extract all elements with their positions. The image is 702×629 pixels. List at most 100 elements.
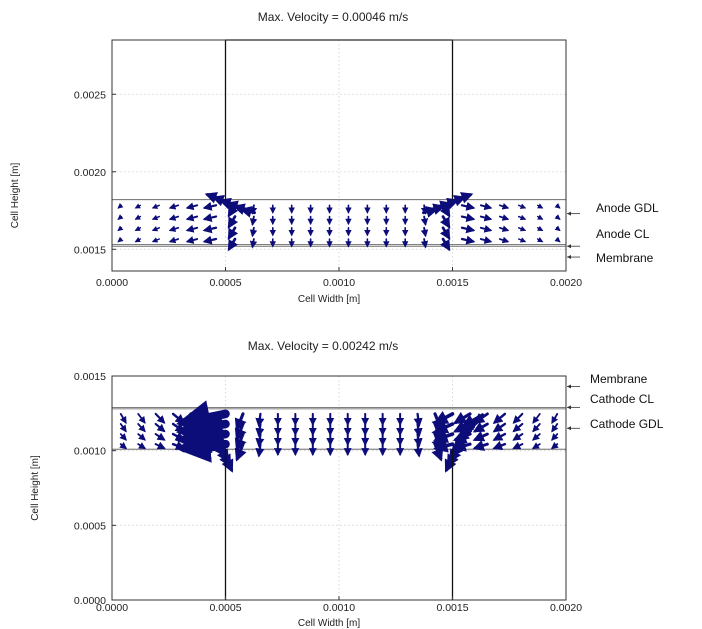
annotation-label: Anode GDL <box>596 201 659 215</box>
velocity-arrow <box>185 236 199 244</box>
velocity-arrows <box>119 400 559 473</box>
velocity-arrow <box>154 412 166 424</box>
velocity-arrow <box>117 214 124 220</box>
gas-channel-outline <box>224 39 454 200</box>
velocity-arrow <box>439 226 451 241</box>
x-tick-label: 0.0000 <box>96 277 128 289</box>
velocity-arrow <box>119 423 127 433</box>
velocity-arrow <box>460 213 476 222</box>
velocity-arrow <box>137 442 147 450</box>
y-tick-label: 0.0025 <box>74 89 106 101</box>
x-tick-label: 0.0015 <box>436 277 468 289</box>
velocity-arrow <box>551 433 559 441</box>
velocity-arrow <box>439 215 451 229</box>
velocity-arrow <box>551 412 559 424</box>
velocity-arrow <box>413 412 423 428</box>
annotation-pointer-head <box>567 405 571 410</box>
y-tick-label: 0.0000 <box>74 595 106 607</box>
y-axis-ticks: 0.0015 0.0020 0.0025 <box>74 89 116 256</box>
annotation-pointer-head <box>567 244 571 249</box>
velocity-arrow <box>239 206 256 218</box>
y-tick-label: 0.0015 <box>74 244 106 256</box>
velocity-arrow <box>137 433 146 441</box>
velocity-arrow <box>117 225 124 232</box>
annotation-label: Anode CL <box>596 227 650 241</box>
velocity-arrow <box>554 236 561 243</box>
x-tick-label: 0.0000 <box>96 602 128 614</box>
annotation-pointer-head <box>567 211 571 216</box>
velocity-arrow <box>439 237 451 252</box>
y-tick-label: 0.0020 <box>74 167 106 179</box>
velocity-arrow <box>134 225 142 231</box>
velocity-arrow <box>202 201 218 211</box>
cathode-velocity-plot: Max. Velocity = 0.00242 m/s 0.0000 0.0005… <box>30 339 664 629</box>
velocity-arrow <box>420 226 429 238</box>
velocity-arrow <box>137 423 146 433</box>
velocity-arrow <box>512 432 524 441</box>
velocity-arrow <box>420 238 429 249</box>
anode-velocity-plot: Max. Velocity = 0.00046 m/s 0.0000 0.0005… <box>10 10 659 305</box>
layer-annotations: Anode GDL Anode CL Membrane <box>567 201 659 265</box>
velocity-arrow <box>472 430 489 442</box>
velocity-arrow <box>249 238 258 249</box>
velocity-arrow <box>512 441 524 450</box>
velocity-arrow <box>472 440 489 451</box>
velocity-arrow <box>460 224 476 234</box>
x-tick-label: 0.0020 <box>550 277 582 289</box>
annotation-pointer-head <box>567 384 571 389</box>
velocity-arrow <box>433 410 455 425</box>
velocity-arrow <box>531 442 541 450</box>
velocity-arrow <box>536 237 544 243</box>
grid <box>111 375 567 601</box>
velocity-arrow <box>119 433 127 441</box>
velocity-arrow <box>492 412 507 424</box>
velocity-arrow <box>536 214 544 220</box>
velocity-arrow <box>255 412 265 428</box>
velocity-arrow <box>532 423 541 433</box>
y-axis-label: Cell Height [m] <box>30 455 41 521</box>
plot-title: Max. Velocity = 0.00242 m/s <box>248 339 398 353</box>
velocity-arrow <box>117 236 124 243</box>
velocity-arrow <box>532 433 541 441</box>
velocity-arrow <box>536 203 544 209</box>
velocity-arrow <box>202 235 218 245</box>
velocity-arrow <box>420 215 429 227</box>
velocity-arrow <box>479 236 493 244</box>
velocity-arrow <box>536 225 544 231</box>
x-axis-label: Cell Width [m] <box>298 294 360 305</box>
velocity-arrow <box>492 440 507 451</box>
velocity-arrow <box>117 202 124 209</box>
velocity-arrow <box>512 412 524 424</box>
x-axis-label: Cell Width [m] <box>298 618 360 629</box>
y-tick-label: 0.0005 <box>74 520 106 532</box>
y-axis-label: Cell Height [m] <box>10 162 21 228</box>
velocity-arrow <box>460 235 476 245</box>
velocity-arrow <box>551 423 559 433</box>
x-tick-label: 0.0005 <box>209 277 241 289</box>
velocity-arrow <box>472 421 489 433</box>
y-tick-label: 0.0010 <box>74 446 106 458</box>
layer-boundaries <box>112 199 566 247</box>
x-tick-label: 0.0015 <box>436 602 468 614</box>
velocity-arrows <box>117 192 561 252</box>
velocity-arrow <box>532 412 541 424</box>
velocity-arrow <box>154 422 166 433</box>
layer-annotations: Membrane Cathode CL Cathode GDL <box>567 372 664 431</box>
velocity-arrow <box>422 206 439 218</box>
annotation-pointer-head <box>567 426 571 431</box>
velocity-arrow <box>479 224 493 233</box>
velocity-arrow <box>554 214 561 220</box>
velocity-arrow <box>492 431 507 441</box>
velocity-arrow <box>185 202 199 211</box>
velocity-arrow <box>151 237 161 243</box>
grid <box>111 40 567 271</box>
velocity-arrow <box>227 237 239 252</box>
velocity-arrow <box>517 214 527 221</box>
x-tick-label: 0.0020 <box>550 602 582 614</box>
x-tick-label: 0.0010 <box>323 602 355 614</box>
velocity-arrow <box>168 202 180 210</box>
velocity-arrow <box>227 215 239 229</box>
velocity-arrow <box>185 213 199 222</box>
y-axis-ticks: 0.0000 0.0005 0.0010 0.0015 <box>74 371 116 607</box>
